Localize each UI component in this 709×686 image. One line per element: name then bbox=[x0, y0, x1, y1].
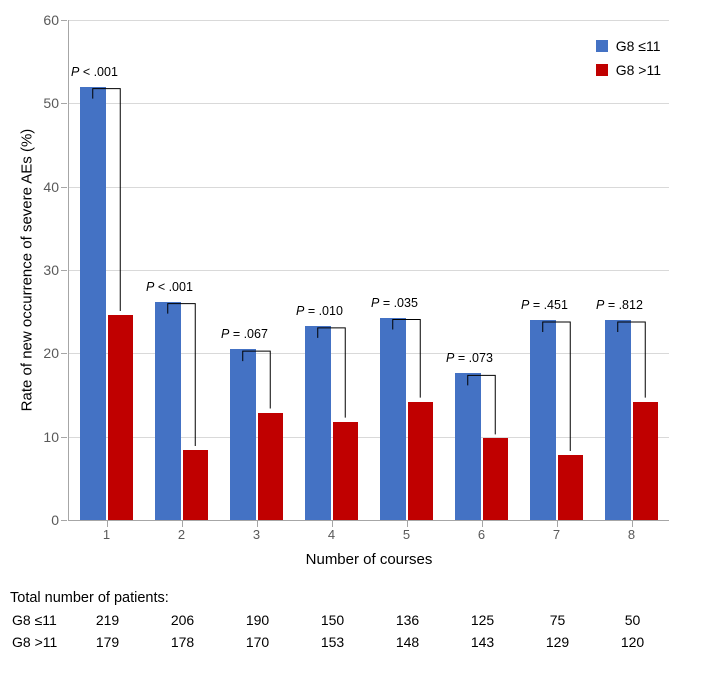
table-cell: 143 bbox=[445, 634, 520, 650]
bar-series-b bbox=[258, 413, 284, 521]
p-value-label: P = .010 bbox=[296, 304, 343, 318]
bar-series-b bbox=[108, 315, 134, 520]
bar-group: 3P = .067 bbox=[219, 20, 294, 520]
bar-group: 5P = .035 bbox=[369, 20, 444, 520]
bar-series-a bbox=[380, 318, 406, 521]
bar-group: 2P < .001 bbox=[144, 20, 219, 520]
y-tick-label: 20 bbox=[29, 345, 59, 361]
bar-series-b bbox=[408, 402, 434, 520]
bar-series-b bbox=[183, 450, 209, 520]
table-cell: 190 bbox=[220, 612, 295, 628]
table-cell: 170 bbox=[220, 634, 295, 650]
bar-group: 8P = .812 bbox=[594, 20, 669, 520]
table-cell: 136 bbox=[370, 612, 445, 628]
x-tick-label: 7 bbox=[519, 527, 594, 542]
y-tick bbox=[61, 353, 67, 354]
bar-series-a bbox=[155, 302, 181, 520]
table-cell: 125 bbox=[445, 612, 520, 628]
table-cell: 129 bbox=[520, 634, 595, 650]
x-tick-label: 6 bbox=[444, 527, 519, 542]
y-tick-label: 0 bbox=[29, 512, 59, 528]
bar-series-a bbox=[230, 349, 256, 520]
x-tick-label: 8 bbox=[594, 527, 669, 542]
x-tick-label: 5 bbox=[369, 527, 444, 542]
bar-series-b bbox=[333, 422, 359, 520]
x-tick-label: 2 bbox=[144, 527, 219, 542]
y-tick-label: 30 bbox=[29, 262, 59, 278]
p-value-label: P = .035 bbox=[371, 296, 418, 310]
table-cell: 179 bbox=[70, 634, 145, 650]
bar-series-b bbox=[483, 438, 509, 520]
bar-series-a bbox=[80, 87, 106, 520]
bar-group: 6P = .073 bbox=[444, 20, 519, 520]
bar-series-b bbox=[633, 402, 659, 520]
plot-area: Rate of new occurrence of severe AEs (%)… bbox=[68, 20, 669, 521]
y-tick bbox=[61, 437, 67, 438]
table-row: G8 >11 179178170153148143129120 bbox=[10, 634, 699, 650]
table-cell: 75 bbox=[520, 612, 595, 628]
x-tick-label: 1 bbox=[69, 527, 144, 542]
x-tick-label: 4 bbox=[294, 527, 369, 542]
bar-group: 7P = .451 bbox=[519, 20, 594, 520]
chart-container: Rate of new occurrence of severe AEs (%)… bbox=[10, 10, 690, 570]
y-tick bbox=[61, 103, 67, 104]
table-cell: 219 bbox=[70, 612, 145, 628]
y-tick bbox=[61, 270, 67, 271]
y-tick bbox=[61, 20, 67, 21]
y-tick-label: 10 bbox=[29, 429, 59, 445]
bar-series-a bbox=[305, 326, 331, 520]
p-value-label: P = .812 bbox=[596, 298, 643, 312]
y-tick-label: 50 bbox=[29, 95, 59, 111]
bar-group: 4P = .010 bbox=[294, 20, 369, 520]
y-tick-label: 60 bbox=[29, 12, 59, 28]
y-tick-label: 40 bbox=[29, 179, 59, 195]
row-header: G8 >11 bbox=[10, 634, 70, 650]
bar-series-a bbox=[455, 373, 481, 520]
table-cell: 153 bbox=[295, 634, 370, 650]
table-cell: 120 bbox=[595, 634, 670, 650]
p-value-label: P = .067 bbox=[221, 327, 268, 341]
table-cell: 178 bbox=[145, 634, 220, 650]
y-tick bbox=[61, 520, 67, 521]
bar-group: 1P < .001 bbox=[69, 20, 144, 520]
p-value-label: P < .001 bbox=[146, 280, 193, 294]
p-value-label: P < .001 bbox=[71, 65, 118, 79]
y-tick bbox=[61, 187, 67, 188]
table-cell: 206 bbox=[145, 612, 220, 628]
table-row: G8 ≤11 2192061901501361257550 bbox=[10, 612, 699, 628]
table-cell: 50 bbox=[595, 612, 670, 628]
bar-series-a bbox=[605, 320, 631, 520]
row-header: G8 ≤11 bbox=[10, 612, 70, 628]
x-tick-label: 3 bbox=[219, 527, 294, 542]
patient-count-table: Total number of patients: G8 ≤11 2192061… bbox=[10, 590, 699, 650]
x-axis-label: Number of courses bbox=[306, 551, 433, 568]
bar-series-b bbox=[558, 455, 584, 520]
table-title: Total number of patients: bbox=[10, 590, 169, 606]
table-cell: 148 bbox=[370, 634, 445, 650]
p-value-label: P = .073 bbox=[446, 351, 493, 365]
table-cell: 150 bbox=[295, 612, 370, 628]
p-value-label: P = .451 bbox=[521, 298, 568, 312]
bar-series-a bbox=[530, 320, 556, 520]
